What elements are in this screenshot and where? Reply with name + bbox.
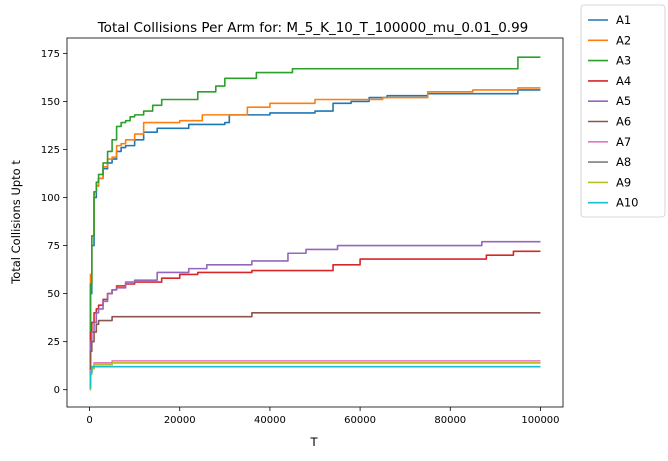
legend-label-a10: A10 (616, 196, 639, 210)
legend-label-a6: A6 (616, 115, 631, 129)
legend-label-a5: A5 (616, 94, 631, 108)
plot-frame (66, 37, 564, 408)
series-line-a10 (89, 365, 541, 389)
plot-series (89, 56, 541, 391)
y-tick-label: 150 (41, 97, 60, 108)
legend-label-a7: A7 (616, 135, 631, 149)
chart-title: Total Collisions Per Arm for: M_5_K_10_T… (97, 20, 529, 36)
x-tick-label: 80000 (434, 415, 466, 426)
y-tick-label: 125 (41, 145, 60, 156)
series-line-a6 (89, 312, 541, 372)
x-axis-label: T (309, 435, 318, 449)
y-tick-label: 100 (41, 193, 60, 204)
series-line-a7 (89, 360, 541, 387)
legend-label-a2: A2 (616, 33, 631, 47)
x-tick-label: 60000 (344, 415, 376, 426)
legend-label-a8: A8 (616, 155, 631, 169)
series-line-a4 (89, 250, 541, 364)
legend-label-a9: A9 (616, 175, 631, 189)
y-axis-ticks: 0 25 50 75 100 125 150 175 (41, 49, 67, 396)
legend-label-a4: A4 (616, 74, 631, 88)
y-tick-label: 25 (47, 337, 60, 348)
legend-entries: A1 A2 A3 A4 A5 A6 A7 A8 A9 A10 (588, 13, 639, 210)
legend-label-a3: A3 (616, 54, 631, 68)
y-tick-label: 75 (47, 241, 60, 252)
legend-label-a1: A1 (616, 13, 631, 27)
legend-frame (580, 4, 666, 218)
series-line-a1 (89, 89, 541, 385)
y-tick-label: 50 (47, 289, 60, 300)
y-tick-label: 175 (41, 49, 60, 60)
x-tick-label: 20000 (164, 415, 196, 426)
series-line-a3 (89, 56, 541, 387)
x-tick-label: 40000 (254, 415, 286, 426)
x-tick-label: 100000 (521, 415, 559, 426)
series-line-a5 (89, 240, 541, 364)
x-tick-label: 0 (86, 415, 92, 426)
x-axis-ticks: 0 20000 40000 60000 80000 100000 (86, 407, 560, 426)
legend: A1 A2 A3 A4 A5 A6 A7 A8 A9 A10 (580, 4, 666, 218)
y-axis-label: Total Collisions Upto t (9, 160, 23, 285)
y-tick-label: 0 (54, 385, 60, 396)
